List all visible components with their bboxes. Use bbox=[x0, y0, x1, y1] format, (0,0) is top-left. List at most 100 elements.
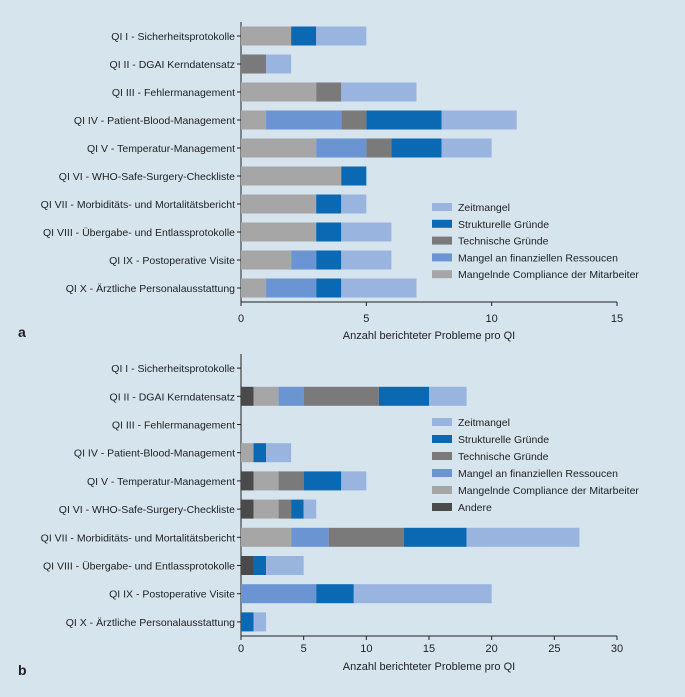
legend-swatch-andere bbox=[432, 503, 452, 511]
x-tick-label: 25 bbox=[548, 643, 560, 655]
category-label: QI X - Ärztliche Personalausstattung bbox=[66, 617, 235, 629]
category-label: QI IX - Postoperative Visite bbox=[109, 589, 235, 601]
bar-segment-andere bbox=[241, 556, 254, 575]
legend-label: Mangelnde Compliance der Mitarbeiter bbox=[458, 269, 639, 281]
panel-b-chart: QI I - Sicherheitsprotokolle QI II - DGAI… bbox=[41, 354, 640, 673]
x-tick-label: 20 bbox=[486, 643, 498, 655]
bar-segment-zeitmangel bbox=[341, 83, 416, 102]
legend-label: Mangel an finanziellen Ressoucen bbox=[458, 468, 618, 480]
x-axis-title: Anzahl berichteter Probleme pro QI bbox=[343, 661, 515, 673]
legend-swatch-zeitmangel bbox=[432, 418, 452, 426]
legend-swatch-mangel-an-finanziellen-ressoucen bbox=[432, 253, 452, 261]
bar-segment-mangel-an-finanziellen-ressoucen bbox=[291, 528, 329, 547]
bar-segment-strukturelle-grunde bbox=[404, 528, 467, 547]
bar-segment-zeitmangel bbox=[304, 500, 317, 519]
panel-a-chart: QI I - Sicherheitsprotokolle QI II - DGAI… bbox=[41, 22, 640, 342]
category-label: QI VI - WHO-Safe-Surgery-Checkliste bbox=[59, 171, 235, 183]
bar-segment-strukturelle-grunde bbox=[241, 612, 254, 631]
bar-segment-mangelnde-compliance-der-mitarbeiter bbox=[241, 251, 291, 270]
bar-segment-technische-grunde bbox=[329, 528, 404, 547]
category-label: QI IX - Postoperative Visite bbox=[109, 255, 235, 267]
bar-segment-mangel-an-finanziellen-ressoucen bbox=[266, 111, 341, 130]
bar-segment-strukturelle-grunde bbox=[341, 167, 366, 186]
bar-segment-zeitmangel bbox=[341, 471, 366, 490]
category-label: QI VIII - Übergabe- und Entlassprotokoll… bbox=[43, 227, 235, 239]
category-label: QI I - Sicherheitsprotokolle bbox=[111, 31, 235, 43]
bar-segment-strukturelle-grunde bbox=[366, 111, 441, 130]
panel-a-letter: a bbox=[18, 324, 26, 340]
category-label: QI VIII - Übergabe- und Entlassprotokoll… bbox=[43, 561, 235, 573]
bar-segment-strukturelle-grunde bbox=[291, 500, 304, 519]
bar-segment-technische-grunde bbox=[316, 83, 341, 102]
legend-label: Mangel an finanziellen Ressoucen bbox=[458, 252, 618, 264]
bar-segment-strukturelle-grunde bbox=[316, 195, 341, 214]
bar-segment-strukturelle-grunde bbox=[254, 556, 267, 575]
category-label: QI X - Ärztliche Personalausstattung bbox=[66, 283, 235, 295]
legend-label: Strukturelle Gründe bbox=[458, 434, 549, 446]
x-tick-label: 10 bbox=[360, 643, 372, 655]
bar-segment-technische-grunde bbox=[304, 387, 379, 406]
bar-segment-zeitmangel bbox=[266, 55, 291, 74]
bar-segment-zeitmangel bbox=[429, 387, 467, 406]
bar-segment-strukturelle-grunde bbox=[316, 251, 341, 270]
bar-segment-technische-grunde bbox=[366, 139, 391, 158]
legend-swatch-technische-grunde bbox=[432, 452, 452, 460]
x-tick-label: 0 bbox=[238, 313, 244, 325]
category-label: QI VII - Morbiditäts- und Mortalitätsber… bbox=[41, 199, 235, 211]
bar-segment-zeitmangel bbox=[316, 27, 366, 46]
x-tick-label: 5 bbox=[301, 643, 307, 655]
bar-segment-andere bbox=[241, 387, 254, 406]
bar-segment-andere bbox=[241, 471, 254, 490]
bar-segment-mangelnde-compliance-der-mitarbeiter bbox=[241, 528, 291, 547]
bar-segment-zeitmangel bbox=[341, 251, 391, 270]
legend-label: Technische Gründe bbox=[458, 236, 549, 248]
bar-segment-strukturelle-grunde bbox=[316, 584, 354, 603]
bar-segment-mangelnde-compliance-der-mitarbeiter bbox=[241, 139, 316, 158]
bar-segment-zeitmangel bbox=[341, 223, 391, 242]
legend-label: Zeitmangel bbox=[458, 417, 510, 429]
bar-segment-andere bbox=[241, 500, 254, 519]
bar-segment-zeitmangel bbox=[467, 528, 580, 547]
legend-label: Strukturelle Gründe bbox=[458, 219, 549, 231]
bar-segment-mangelnde-compliance-der-mitarbeiter bbox=[254, 387, 279, 406]
category-label: QI IV - Patient-Blood-Management bbox=[74, 448, 235, 460]
bar-segment-mangelnde-compliance-der-mitarbeiter bbox=[241, 223, 316, 242]
x-tick-label: 30 bbox=[611, 643, 623, 655]
bar-segment-technische-grunde bbox=[341, 111, 366, 130]
legend-swatch-mangelnde-compliance-der-mitarbeiter bbox=[432, 486, 452, 494]
legend-label: Andere bbox=[458, 502, 492, 514]
legend-swatch-technische-grunde bbox=[432, 237, 452, 245]
bar-segment-mangel-an-finanziellen-ressoucen bbox=[279, 387, 304, 406]
category-label: QI VI - WHO-Safe-Surgery-Checkliste bbox=[59, 504, 235, 516]
bar-segment-mangelnde-compliance-der-mitarbeiter bbox=[241, 83, 316, 102]
legend-swatch-strukturelle-grunde bbox=[432, 220, 452, 228]
category-label: QI II - DGAI Kerndatensatz bbox=[110, 59, 235, 71]
category-label: QI V - Temperatur-Management bbox=[87, 143, 235, 155]
bar-segment-mangelnde-compliance-der-mitarbeiter bbox=[241, 279, 266, 298]
bar-segment-strukturelle-grunde bbox=[316, 223, 341, 242]
legend-label: Technische Gründe bbox=[458, 451, 549, 463]
bar-segment-strukturelle-grunde bbox=[379, 387, 429, 406]
bar-segment-zeitmangel bbox=[341, 195, 366, 214]
bar-segment-mangelnde-compliance-der-mitarbeiter bbox=[241, 167, 341, 186]
category-label: QI IV - Patient-Blood-Management bbox=[74, 115, 235, 127]
bar-segment-mangel-an-finanziellen-ressoucen bbox=[266, 279, 316, 298]
bar-segment-zeitmangel bbox=[354, 584, 492, 603]
category-label: QI VII - Morbiditäts- und Mortalitätsber… bbox=[41, 532, 235, 544]
x-tick-label: 0 bbox=[238, 643, 244, 655]
bar-segment-mangelnde-compliance-der-mitarbeiter bbox=[254, 500, 279, 519]
x-tick-label: 15 bbox=[611, 313, 623, 325]
bar-segment-zeitmangel bbox=[442, 111, 517, 130]
panel-b-letter: b bbox=[18, 662, 27, 678]
bar-segment-technische-grunde bbox=[279, 500, 292, 519]
category-label: QI I - Sicherheitsprotokolle bbox=[111, 363, 235, 375]
bar-segment-technische-grunde bbox=[241, 55, 266, 74]
legend-swatch-mangelnde-compliance-der-mitarbeiter bbox=[432, 270, 452, 278]
x-tick-label: 15 bbox=[423, 643, 435, 655]
bar-segment-strukturelle-grunde bbox=[291, 27, 316, 46]
bar-segment-mangelnde-compliance-der-mitarbeiter bbox=[254, 471, 279, 490]
legend-label: Mangelnde Compliance der Mitarbeiter bbox=[458, 485, 639, 497]
legend-label: Zeitmangel bbox=[458, 202, 510, 214]
legend-swatch-strukturelle-grunde bbox=[432, 435, 452, 443]
bar-segment-mangel-an-finanziellen-ressoucen bbox=[241, 584, 316, 603]
